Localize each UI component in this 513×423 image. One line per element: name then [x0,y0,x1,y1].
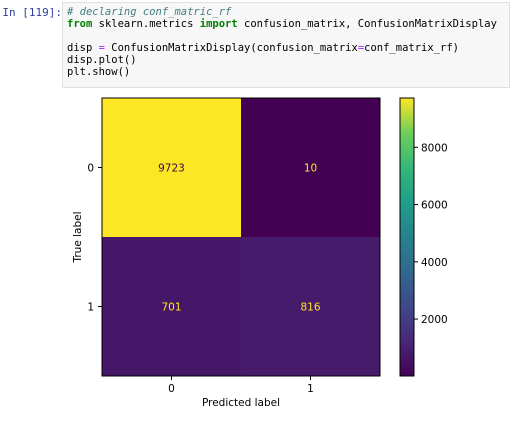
code-line-2: from sklearn.metrics import confusion_ma… [67,18,505,30]
plot-frame [101,97,381,377]
colorbar-tick-label: 8000 [421,142,448,154]
colorbar-tick-label: 6000 [421,200,448,212]
code-arg: conf_matrix_rf) [364,42,459,54]
code-call: ConfusionMatrixDisplay(confusion_matrix [104,42,358,54]
code-line-1: # declaring conf_matric_rf [67,6,505,18]
code-line-5: disp.plot() [67,54,137,66]
cell-value-label-1-1: 816 [300,302,320,314]
code-disp-var: disp [67,42,99,54]
heatmap-cells: 9723 10 701 816 [102,98,380,376]
matrix-cell-0-0 [102,98,241,237]
code-cell[interactable]: # declaring conf_matric_rf from sklearn.m… [62,2,510,88]
colorbar-ticks: 2000 4000 6000 8000 [414,142,448,326]
cell-value-label-0-0: 9723 [158,163,185,175]
keyword-from: from [67,18,93,30]
cell-value-label-0-1: 10 [304,163,317,175]
y-tick-label: 0 [87,163,94,175]
code-line-3 [67,30,505,42]
x-tick-label: 0 [168,383,175,395]
axes: 0 101 [87,163,314,396]
keyword-import: import [199,18,238,30]
cell-prompt: In [119]: [2,6,62,19]
code-line-6: plt.show() [67,66,131,78]
matrix-cell-1-0 [102,237,241,376]
x-axis-label: Predicted label [202,397,280,409]
colorbar-tick-label: 2000 [421,314,448,326]
code-comment: # declaring conf_matric_rf [67,6,232,18]
module-name: sklearn.metrics [92,18,200,30]
colorbar-tick-label: 4000 [421,257,448,269]
code-line-4: disp = ConfusionMatrixDisplay(confusion_… [67,42,505,54]
y-tick-label: 1 [87,302,94,314]
y-axis-label: True label [72,211,84,263]
colorbar [399,97,415,377]
import-names: confusion_matrix, ConfusionMatrixDisplay [237,18,497,30]
kwarg-operator: = [357,42,365,54]
matrix-cell-0-1 [241,98,380,237]
assign-operator: = [98,42,105,54]
x-tick-label: 1 [307,383,314,395]
matrix-cell-1-1 [241,237,380,376]
cell-value-label-1-0: 701 [161,302,181,314]
